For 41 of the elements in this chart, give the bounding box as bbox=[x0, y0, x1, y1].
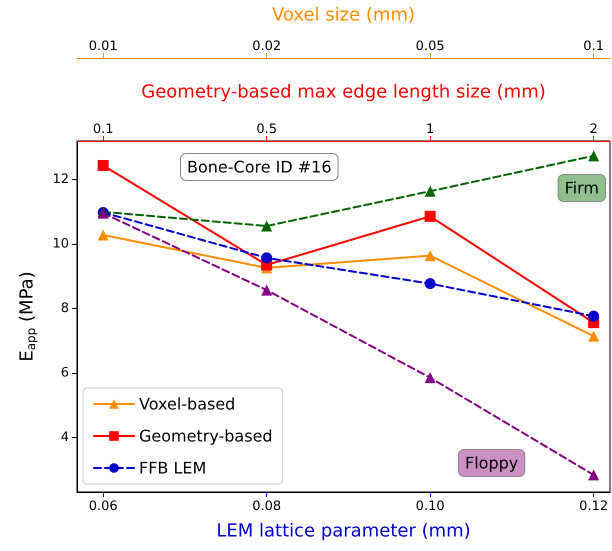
point bbox=[261, 220, 272, 232]
point bbox=[588, 150, 600, 162]
text: Voxel size (mm) bbox=[272, 4, 416, 26]
point bbox=[261, 284, 272, 296]
point bbox=[98, 230, 109, 241]
point bbox=[588, 330, 600, 342]
x-tick-label: 0.12 bbox=[579, 499, 608, 514]
text: 0.01 bbox=[88, 39, 118, 54]
annotation: Firm bbox=[564, 178, 600, 198]
y-tick-label: 12 bbox=[52, 172, 69, 188]
point bbox=[588, 469, 600, 480]
text: 2 bbox=[590, 122, 598, 137]
legend-label: Geometry-based bbox=[139, 426, 273, 446]
text: 0.05 bbox=[416, 39, 445, 54]
x-axis-title: LEM lattice parameter (mm) bbox=[216, 520, 471, 542]
text: 0.02 bbox=[252, 39, 282, 54]
point bbox=[588, 310, 600, 322]
point bbox=[424, 210, 436, 222]
x-tick-label: 0.08 bbox=[252, 499, 282, 514]
text: 0.5 bbox=[256, 122, 277, 137]
annotation: Bone-Core ID #16 bbox=[187, 158, 332, 176]
y-tick-label: 10 bbox=[52, 236, 69, 252]
legend-label: FFB LEM bbox=[139, 458, 206, 478]
text: 0.1 bbox=[583, 39, 604, 54]
y-tick-label: 8 bbox=[60, 300, 69, 316]
point bbox=[424, 278, 436, 290]
point bbox=[261, 252, 272, 264]
text: 1 bbox=[426, 122, 434, 137]
y-tick-label: 4 bbox=[60, 430, 69, 445]
point bbox=[424, 250, 436, 262]
point bbox=[98, 160, 109, 171]
point bbox=[424, 186, 436, 197]
x2-axis-title: Geometry-based max edge length size (mm) bbox=[141, 82, 546, 102]
x-tick-label: 0.06 bbox=[88, 499, 118, 514]
y-axis-title: Eapp (MPa) bbox=[16, 271, 38, 362]
x-tick-label: 0.10 bbox=[416, 499, 445, 514]
legend-label: Voxel-based bbox=[139, 394, 236, 414]
text: 0.1 bbox=[92, 122, 114, 137]
point bbox=[424, 372, 436, 384]
y-tick-label: 6 bbox=[60, 365, 69, 380]
annotation: Floppy bbox=[465, 454, 518, 472]
